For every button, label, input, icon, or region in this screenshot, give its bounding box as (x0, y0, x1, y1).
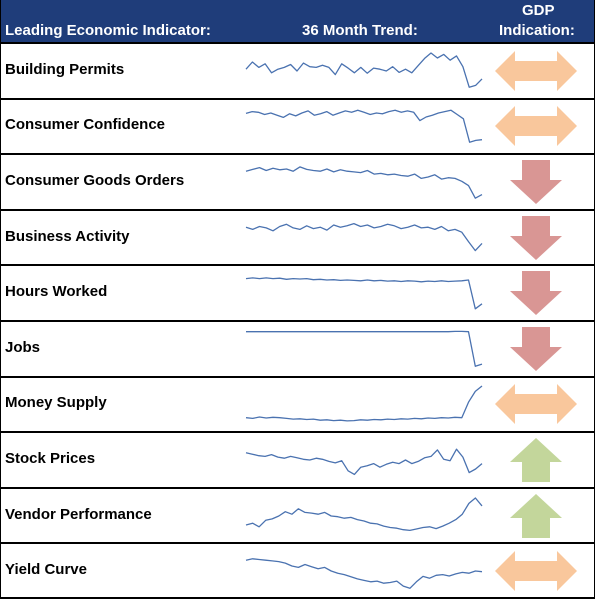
indicator-row: Consumer Confidence (0, 97, 594, 154)
row-divider (0, 264, 594, 267)
down-arrow-icon (510, 159, 562, 204)
gdp-indication-arrow (510, 215, 562, 260)
trend-sparkline (245, 277, 483, 310)
trend-line (246, 330, 483, 367)
row-divider (0, 153, 594, 156)
trend-line (245, 52, 483, 88)
indicator-name: Business Activity (5, 227, 130, 245)
indicator-name: Consumer Confidence (5, 116, 166, 134)
trend-line (245, 496, 483, 531)
row-divider (0, 542, 594, 545)
indicator-name: Building Permits (5, 60, 125, 78)
trend-line (245, 277, 483, 310)
trend-line (245, 109, 483, 144)
trend-sparkline (245, 222, 483, 251)
table-border-left (0, 0, 1, 599)
indicator-name: Hours Worked (5, 283, 108, 301)
gdp-indication-arrow (510, 493, 562, 538)
indicator-name: Yield Curve (5, 561, 87, 579)
left-right-arrow-icon (495, 106, 577, 147)
trend-line (245, 385, 483, 422)
indicator-row: Money Supply (0, 375, 594, 432)
trend-sparkline (245, 448, 483, 476)
row-divider (0, 42, 594, 44)
down-arrow-icon (510, 215, 562, 260)
trend-sparkline (245, 166, 483, 199)
indicator-name: Consumer Goods Orders (5, 171, 185, 189)
trend-line (245, 558, 483, 590)
row-divider (0, 97, 594, 100)
header-bar: Leading Economic Indicator: 36 Month Tre… (0, 0, 594, 42)
indicator-name: Stock Prices (5, 449, 96, 467)
gdp-indication-arrow (495, 384, 577, 425)
table-border-bottom (0, 597, 595, 599)
gdp-column-header-line2: Indication: (499, 22, 575, 39)
gdp-indication-arrow (495, 106, 577, 147)
indicator-row: Hours Worked (0, 264, 594, 320)
gdp-indication-arrow (510, 271, 562, 316)
gdp-indication-arrow (510, 437, 562, 482)
left-right-arrow-icon (495, 551, 577, 592)
row-divider (0, 375, 594, 378)
trend-sparkline (245, 558, 483, 590)
indicator-row: Yield Curve (0, 542, 594, 598)
gdp-column-header-line1: GDP (522, 2, 555, 19)
indicator-row: Jobs (0, 320, 594, 376)
down-arrow-icon (510, 326, 562, 371)
left-right-arrow-icon (495, 384, 577, 425)
gdp-indication-arrow (510, 159, 562, 204)
up-arrow-icon (510, 437, 562, 482)
indicator-row: Stock Prices (0, 431, 594, 487)
indicator-row: Consumer Goods Orders (0, 153, 594, 209)
trend-line (245, 448, 483, 476)
trend-sparkline (245, 385, 483, 422)
trend-sparkline (245, 109, 483, 144)
indicator-row: Building Permits (0, 42, 594, 98)
indicator-name: Vendor Performance (5, 505, 152, 523)
indicator-row: Business Activity (0, 208, 594, 265)
trend-column-header: 36 Month Trend: (302, 22, 418, 39)
left-right-arrow-icon (495, 50, 577, 91)
gdp-indication-arrow (495, 50, 577, 91)
gdp-indication-arrow (495, 551, 577, 592)
indicator-row: Vendor Performance (0, 486, 594, 543)
trend-line (245, 166, 483, 199)
gdp-indication-arrow (510, 326, 562, 371)
row-divider (0, 431, 594, 434)
indicator-column-header: Leading Economic Indicator: (5, 22, 211, 39)
trend-sparkline (245, 52, 483, 88)
row-divider (0, 320, 594, 322)
trend-sparkline (246, 330, 483, 367)
indicator-name: Money Supply (5, 394, 107, 412)
trend-line (245, 222, 483, 251)
indicator-name: Jobs (5, 338, 41, 356)
up-arrow-icon (510, 493, 562, 538)
row-divider (0, 208, 594, 211)
down-arrow-icon (510, 271, 562, 316)
row-divider (0, 486, 594, 489)
trend-sparkline (245, 496, 483, 531)
